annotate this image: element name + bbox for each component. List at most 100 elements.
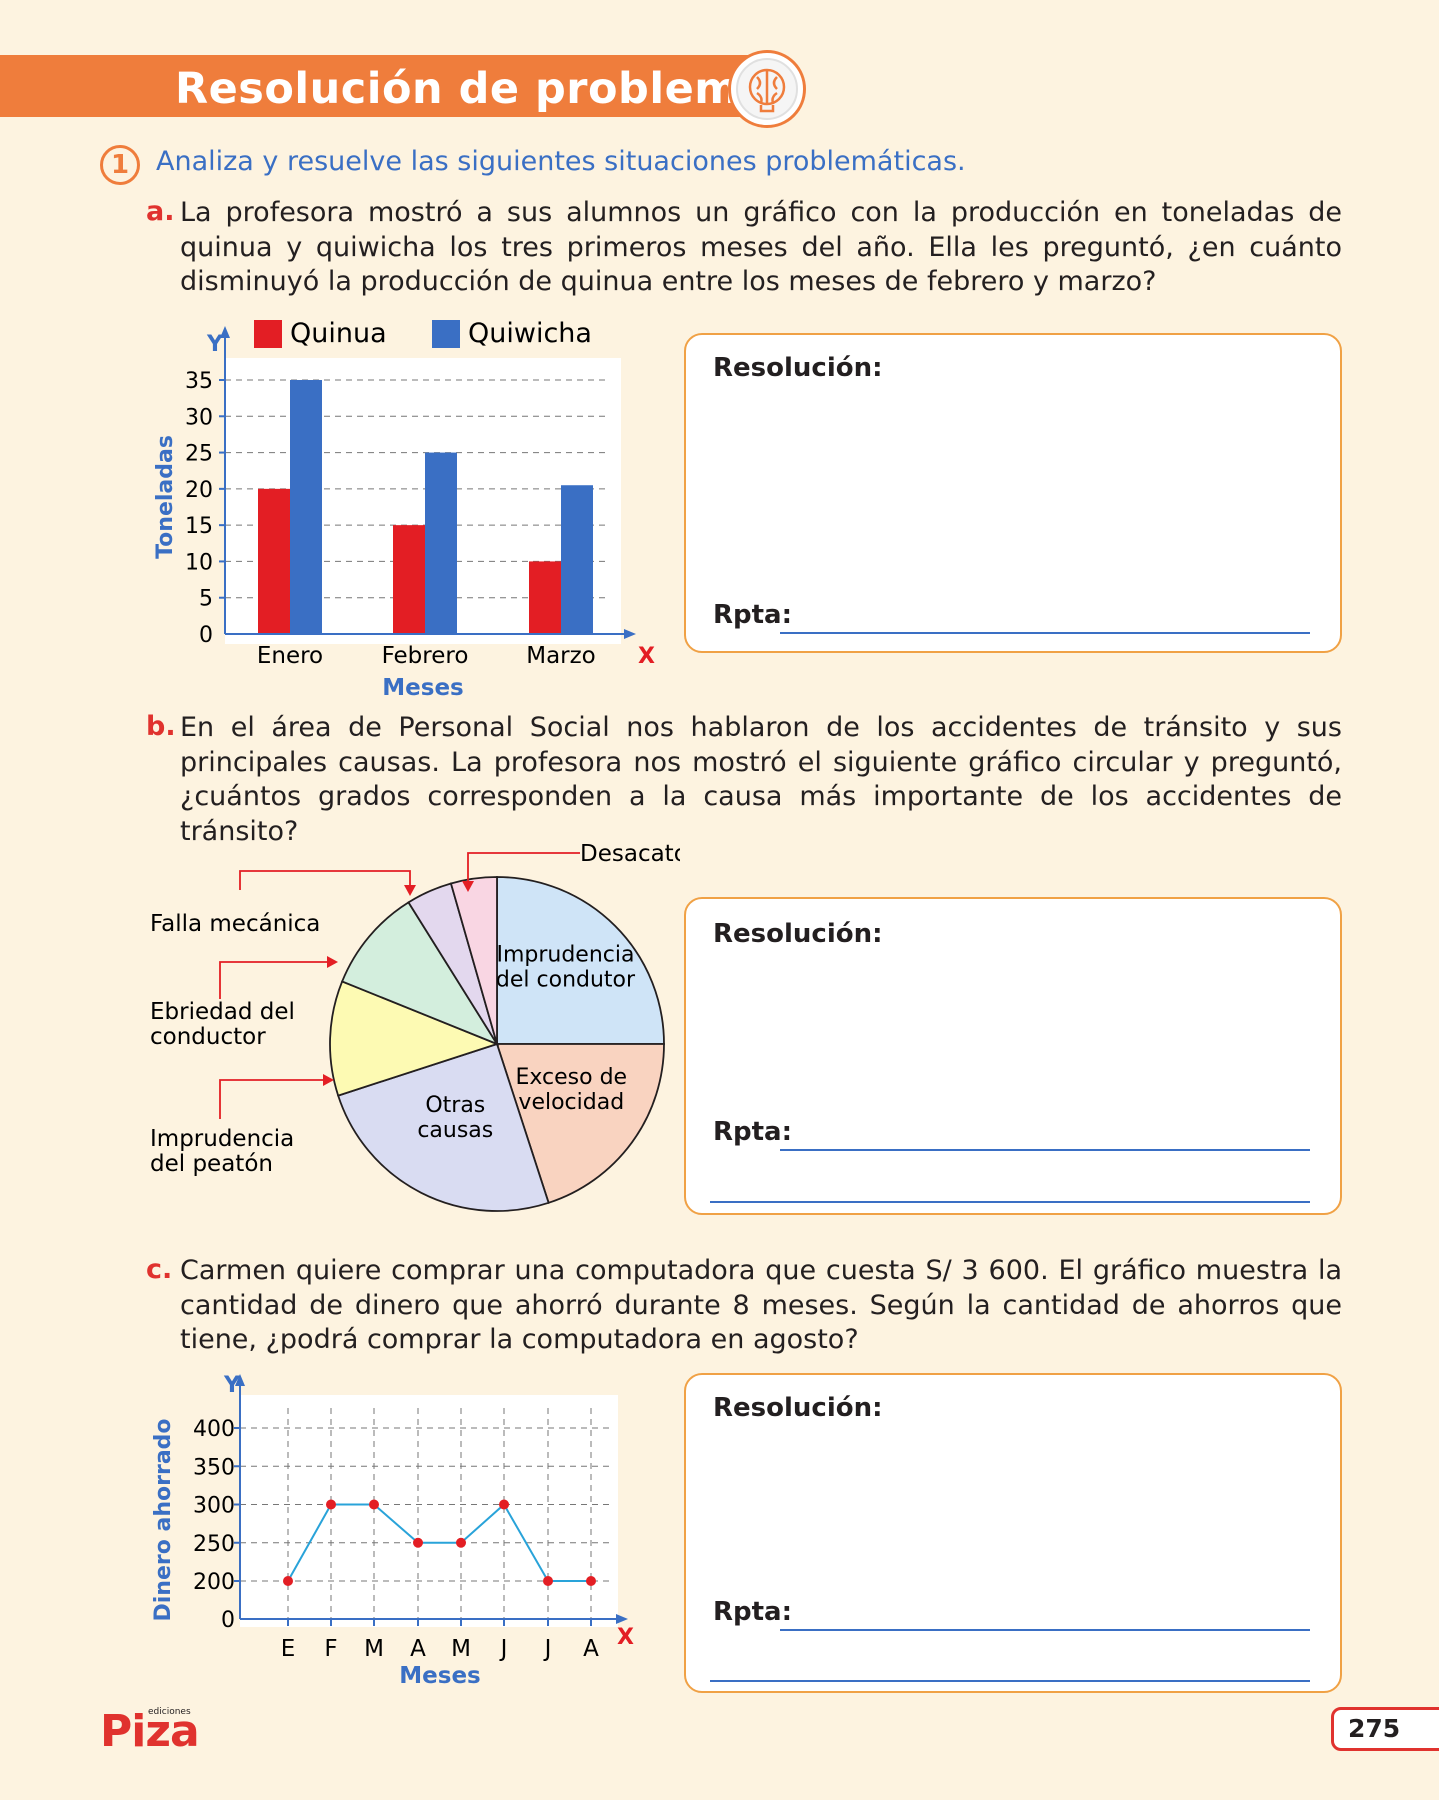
bar-y-axis-letter: Y	[206, 332, 224, 357]
bar-quinua-marzo	[529, 561, 561, 634]
line-y-tick-label: 250	[193, 1532, 235, 1557]
answer-line-a[interactable]	[780, 632, 1310, 634]
brain-gear-icon	[728, 50, 806, 128]
arrowhead-desacato	[462, 881, 474, 892]
line-series	[287, 1502, 591, 1582]
arrowhead-peaton	[323, 1074, 334, 1086]
answer-box-a[interactable]: Resolución: Rpta:	[684, 333, 1342, 653]
question-b-letter: b.	[146, 711, 176, 742]
bar-x-tick-label: Febrero	[382, 643, 469, 669]
line-y-tick-label: 0	[221, 1608, 235, 1633]
bar-y-tick-label: 20	[185, 478, 213, 503]
line-x-axis-label: Meses	[399, 1663, 480, 1689]
line-y-axis-label: Dinero ahorrado	[151, 1418, 176, 1621]
bar-quinua-febrero	[393, 525, 425, 634]
question-b-text: En el área de Personal Social nos hablar…	[180, 712, 1342, 847]
activity-number: 1	[100, 145, 140, 185]
answer-line-c-1[interactable]	[780, 1629, 1310, 1631]
pie-slice	[340, 901, 500, 1046]
bar-x-tick-label: Enero	[257, 643, 323, 669]
line-point	[543, 1576, 553, 1586]
pie-slice	[337, 1042, 550, 1212]
line-point	[283, 1576, 293, 1586]
bar-x-tick-label: Marzo	[526, 643, 596, 669]
bar-quiwicha-enero	[290, 380, 322, 634]
answer-line-b-1[interactable]	[780, 1149, 1310, 1151]
answer-box-b[interactable]: Resolución: Rpta:	[684, 897, 1342, 1215]
line-point	[499, 1499, 509, 1510]
bar-x-axis-arrow	[624, 629, 636, 639]
line-chart-plot-area	[240, 1395, 618, 1627]
answer-box-c[interactable]: Resolución: Rpta:	[684, 1373, 1342, 1693]
answer-line-c-2[interactable]	[710, 1680, 1310, 1682]
pie-inner-label: Imprudencia del condutor	[496, 943, 636, 993]
arrow-ebriedad	[219, 961, 330, 999]
resolution-label-c: Resolución:	[713, 1393, 883, 1423]
pie-label-imprudencia-peaton: Imprudencia del peatón	[150, 1126, 302, 1177]
arrow-desacato	[467, 852, 580, 883]
pie-label-ebriedad: Ebriedad del conductor	[150, 999, 302, 1050]
line-x-tick-label: J	[543, 1636, 552, 1662]
line-x-tick-label: A	[410, 1636, 426, 1662]
resolution-label-a: Resolución:	[713, 353, 883, 383]
answer-label-a: Rpta:	[713, 600, 793, 630]
bar-y-tick-label: 35	[185, 369, 213, 394]
question-a-letter: a.	[146, 196, 175, 227]
legend-swatch-quiwicha	[432, 320, 460, 348]
bar-y-tick-label: 25	[185, 442, 213, 467]
bar-x-axis-label: Meses	[382, 675, 463, 701]
publisher-logo: Piza	[100, 1706, 200, 1757]
line-point	[456, 1537, 466, 1548]
answer-label-b: Rpta:	[713, 1117, 793, 1147]
bar-quiwicha-febrero	[425, 452, 457, 634]
bar-chart: 0 5 10 15 20 25 30 35 Enero Febrero Marzo Y X Mes…	[153, 318, 655, 701]
line-y-tick-label: 300	[193, 1494, 235, 1519]
bar-y-tick-label: 0	[199, 623, 213, 648]
pie-slice	[496, 876, 665, 1045]
bar-y-tick-label: 10	[185, 550, 213, 575]
legend-swatch-quinua	[254, 320, 282, 348]
question-c-text: Carmen quiere comprar una computadora qu…	[180, 1255, 1342, 1355]
legend-label-quiwicha: Quiwicha	[468, 318, 592, 349]
line-x-tick-label: M	[451, 1636, 471, 1662]
line-y-axis-arrow	[235, 1374, 245, 1386]
bar-quiwicha-marzo	[561, 485, 593, 634]
line-y-tick-label: 400	[193, 1417, 235, 1442]
page-number: 275	[1331, 1707, 1439, 1751]
line-y-tick-label: 200	[193, 1570, 235, 1595]
bar-y-tick-label: 30	[185, 405, 213, 430]
line-x-axis-arrow	[616, 1614, 628, 1624]
publisher-logo-subtitle: ediciones	[148, 1707, 191, 1717]
answer-label-c: Rpta:	[713, 1597, 793, 1627]
question-a-text: La profesora mostró a sus alumnos un grá…	[180, 197, 1342, 297]
line-y-axis-letter: Y	[223, 1373, 241, 1398]
pie-slice	[495, 1043, 665, 1204]
activity-instruction: Analiza y resuelve las siguientes situac…	[156, 146, 966, 177]
pie-slice	[329, 980, 500, 1097]
arrowhead-falla	[404, 885, 416, 896]
line-x-axis-letter: X	[617, 1625, 634, 1650]
page-title: Resolución de problemas	[175, 64, 796, 114]
bar-x-axis-letter: X	[638, 644, 655, 669]
line-x-tick-label: M	[364, 1636, 384, 1662]
pie-label-desacato: Desacato a las señales	[580, 841, 680, 867]
answer-line-b-2[interactable]	[710, 1201, 1310, 1203]
line-point	[413, 1537, 423, 1548]
pie-inner-label: Otras causas	[417, 1093, 493, 1143]
bar-quinua-enero	[258, 488, 290, 634]
line-x-tick-label: A	[583, 1636, 599, 1662]
question-c-letter: c.	[146, 1254, 173, 1285]
arrowhead-ebriedad	[327, 956, 338, 968]
legend-label-quinua: Quinua	[290, 318, 387, 349]
pie-slice	[449, 876, 498, 1045]
pie-inner-label: Exceso de velocidad	[516, 1065, 628, 1115]
line-x-tick-label: E	[281, 1636, 296, 1662]
line-point	[369, 1499, 379, 1510]
bar-y-tick-label: 15	[185, 514, 213, 539]
pie-chart: Imprudencia del condutor Exceso de velocida…	[150, 841, 680, 1212]
arrow-falla-mecanica	[239, 870, 411, 890]
arrow-imprudencia-peaton	[219, 1079, 326, 1119]
title-banner	[0, 55, 760, 117]
line-x-tick-label: J	[499, 1636, 508, 1662]
